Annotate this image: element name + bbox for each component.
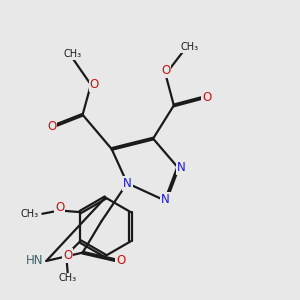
Text: HN: HN xyxy=(26,254,44,267)
Text: O: O xyxy=(55,201,64,214)
Text: O: O xyxy=(116,254,125,267)
Text: CH₃: CH₃ xyxy=(21,209,39,219)
Text: CH₃: CH₃ xyxy=(181,42,199,52)
Text: N: N xyxy=(177,161,186,174)
Text: N: N xyxy=(123,177,132,190)
Text: O: O xyxy=(202,91,211,103)
Text: N: N xyxy=(161,193,170,206)
Text: O: O xyxy=(161,64,170,77)
Text: CH₃: CH₃ xyxy=(63,50,81,59)
Text: O: O xyxy=(47,120,56,133)
Text: O: O xyxy=(90,78,99,91)
Text: CH₃: CH₃ xyxy=(59,274,77,284)
Text: O: O xyxy=(63,249,73,262)
